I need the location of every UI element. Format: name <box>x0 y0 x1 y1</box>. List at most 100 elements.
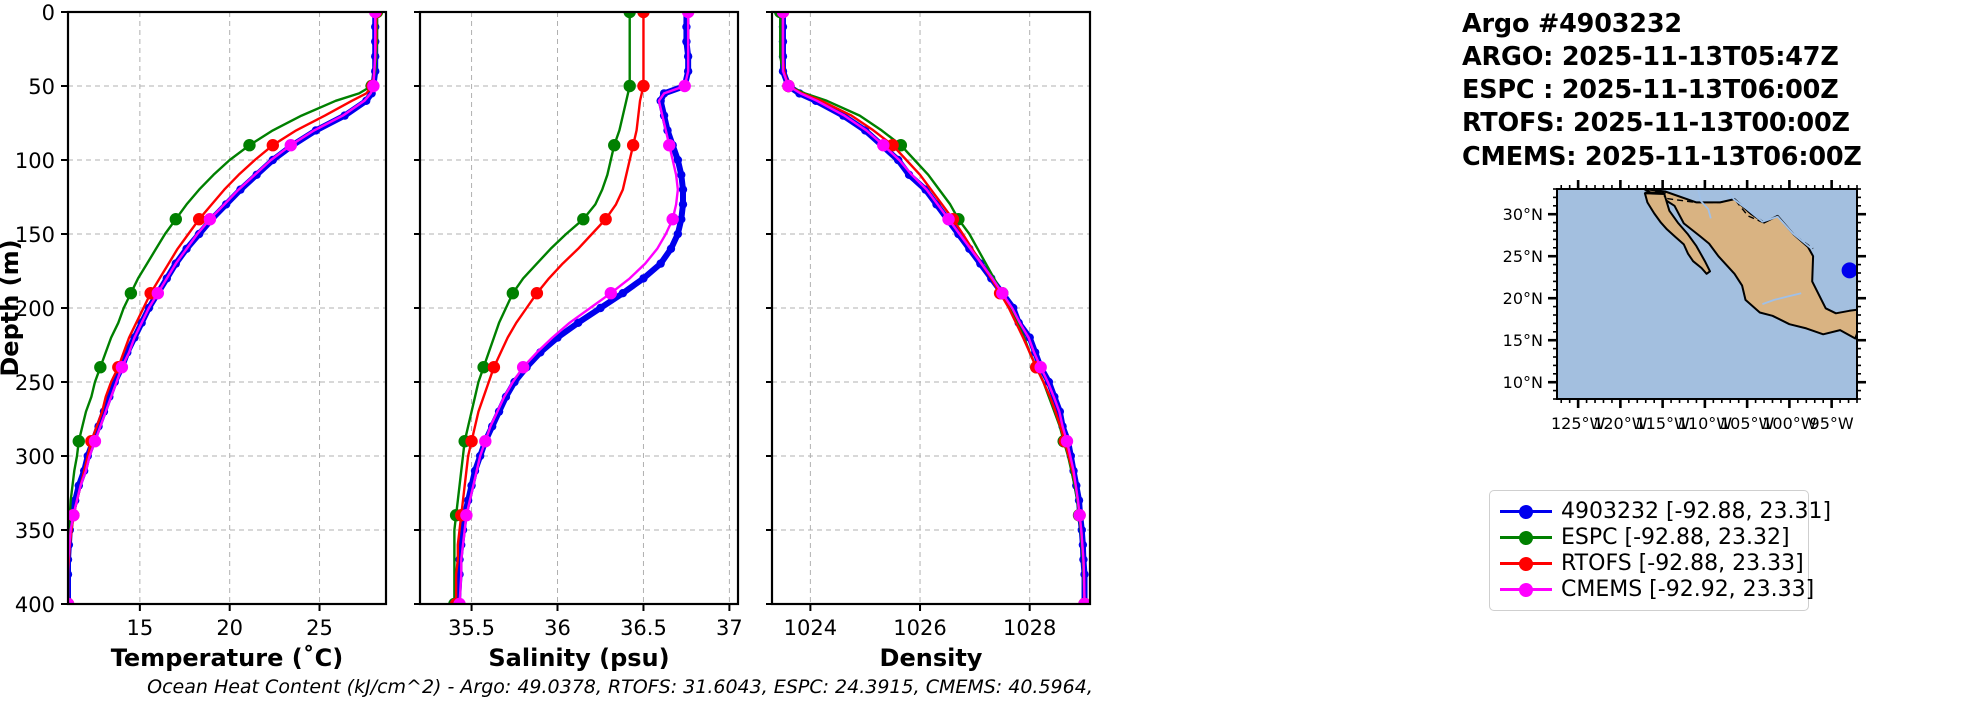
x-axis-label: Salinity (psu) <box>488 644 669 672</box>
series-marker-CMEMS <box>203 213 217 226</box>
series-marker-4903232 <box>678 200 688 209</box>
espc-time-line: ESPC : 2025-11-13T06:00Z <box>1462 75 1839 106</box>
series-marker-4903232 <box>677 170 686 179</box>
map-lon-tick: 115°W <box>1635 414 1690 433</box>
series-marker-RTOFS <box>637 79 650 93</box>
map-lat-tick: 30°N <box>1503 205 1543 224</box>
series-marker-CMEMS <box>681 12 695 19</box>
y-tick-label: 0 <box>42 1 55 25</box>
x-tick-label: 35.5 <box>448 616 495 640</box>
series-marker-CMEMS <box>996 287 1009 300</box>
series-marker-RTOFS <box>487 361 501 374</box>
series-marker-ESPC <box>243 139 256 152</box>
series-marker-4903232 <box>666 244 676 253</box>
series-marker-CMEMS <box>479 435 492 448</box>
legend-marker-icon <box>1500 553 1552 573</box>
map-lon-tick: 120°W <box>1593 414 1648 433</box>
y-tick-label: 350 <box>15 519 55 543</box>
y-tick-label: 100 <box>15 149 55 173</box>
cmems-time-line: CMEMS: 2025-11-13T06:00Z <box>1462 141 1862 172</box>
legend-item-cmems[interactable]: CMEMS [-92.92, 23.33] <box>1500 576 1814 602</box>
map-lat-tick: 10°N <box>1503 373 1543 392</box>
series-marker-4903232 <box>639 274 648 283</box>
legend-item-espc[interactable]: ESPC [-92.88, 23.32] <box>1500 524 1798 550</box>
series-marker-4903232 <box>673 155 683 165</box>
metadata-header: Argo #4903232 ARGO: 2025-11-13T05:47Z ES… <box>1462 8 1862 174</box>
legend-label: ESPC [-92.88, 23.32] <box>1561 524 1790 550</box>
legend-marker-icon <box>1500 501 1552 521</box>
y-tick-label: 400 <box>15 593 55 617</box>
series-marker-ESPC <box>577 213 590 226</box>
legend-label: 4903232 [-92.88, 23.31] <box>1561 498 1832 524</box>
series-marker-CMEMS <box>877 139 890 152</box>
map-lon-tick: 95°W <box>1810 414 1854 433</box>
series-marker-4903232 <box>682 37 691 46</box>
density-panel: 1024 1026 1028 Density <box>704 0 1110 702</box>
series-marker-4903232 <box>618 289 628 298</box>
series-marker-CMEMS <box>115 361 129 374</box>
series-marker-CMEMS <box>151 287 165 300</box>
series-marker-ESPC <box>623 12 636 19</box>
salinity-panel: 35.5 36 36.5 37 Salinity (psu) <box>352 0 758 702</box>
series-marker-ESPC <box>608 139 621 152</box>
series-marker-ESPC <box>477 361 490 374</box>
series-marker-CMEMS <box>663 139 676 152</box>
series-marker-RTOFS <box>465 435 478 448</box>
location-map: 125°W 120°W 115°W 110°W 105°W 100°W 95°W 30°N 25… <box>1501 180 1866 453</box>
series-marker-4903232 <box>573 318 583 327</box>
legend-label: CMEMS [-92.92, 23.33] <box>1561 576 1815 602</box>
series-marker-CMEMS <box>68 509 80 522</box>
legend-item-rtofs[interactable]: RTOFS [-92.88, 23.33] <box>1500 550 1804 576</box>
series-marker-ESPC <box>124 287 138 300</box>
map-lon-tick: 105°W <box>1720 414 1775 433</box>
series-marker-CMEMS <box>782 79 795 93</box>
rtofs-time-line: RTOFS: 2025-11-13T00:00Z <box>1462 108 1850 139</box>
series-marker-CMEMS <box>1073 509 1086 522</box>
x-axis-label: Temperature (˚C) <box>111 644 344 672</box>
series-marker-4903232 <box>678 185 688 194</box>
series-marker-CMEMS <box>453 597 466 604</box>
series-legend: 4903232 [-92.88, 23.31] ESPC [-92.88, 23.… <box>1489 490 1831 611</box>
x-tick-label: 36.5 <box>620 616 667 640</box>
legend-item-argo[interactable]: 4903232 [-92.88, 23.31] <box>1500 498 1831 524</box>
map-lat-tick: 20°N <box>1503 289 1543 308</box>
legend-marker-icon <box>1500 527 1552 547</box>
x-tick-label: 1026 <box>893 616 946 640</box>
map-lat-tick: 25°N <box>1503 247 1543 266</box>
x-tick-label: 20 <box>216 616 243 640</box>
temperature-panel: 15 20 25 0 50 100 150 200 250 300 350 400 Depth (m) T… <box>0 0 406 702</box>
density-profile-svg: 1024 1026 1028 Density <box>766 10 1092 672</box>
x-tick-label: 37 <box>716 616 743 640</box>
y-tick-label: 200 <box>15 297 55 321</box>
map-lon-tick: 125°W <box>1551 414 1606 433</box>
map-lon-tick: 100°W <box>1762 414 1817 433</box>
y-tick-label: 50 <box>28 75 55 99</box>
y-tick-label: 250 <box>15 371 55 395</box>
series-marker-4903232 <box>673 229 683 239</box>
series-marker-4903232 <box>362 96 371 106</box>
series-line-ESPC <box>779 12 1086 604</box>
series-marker-4903232 <box>682 22 691 31</box>
series-marker-CMEMS <box>68 597 75 604</box>
argo-id-line: Argo #4903232 <box>1462 9 1682 39</box>
ocean-heat-content-caption: Ocean Heat Content (kJ/cm^2) - Argo: 49.… <box>147 676 1093 698</box>
series-marker-4903232 <box>656 259 665 268</box>
x-tick-label: 36 <box>544 616 571 640</box>
landmass-yucatan <box>1868 285 1901 310</box>
map-frame <box>1556 188 1858 400</box>
x-tick-label: 25 <box>306 616 333 640</box>
series-marker-CMEMS <box>460 509 473 522</box>
series-marker-4903232 <box>677 215 686 224</box>
series-marker-CMEMS <box>367 79 380 93</box>
series-marker-CMEMS <box>1060 435 1074 448</box>
map-lat-tick: 15°N <box>1503 331 1543 350</box>
salinity-profile-svg: 35.5 36 36.5 37 Salinity (psu) <box>414 10 743 672</box>
series-marker-RTOFS <box>637 12 650 19</box>
series-marker-CMEMS <box>776 12 790 19</box>
series-marker-ESPC <box>72 435 85 448</box>
y-axis-label: Depth (m) <box>0 239 24 376</box>
legend-marker-icon <box>1500 579 1552 599</box>
